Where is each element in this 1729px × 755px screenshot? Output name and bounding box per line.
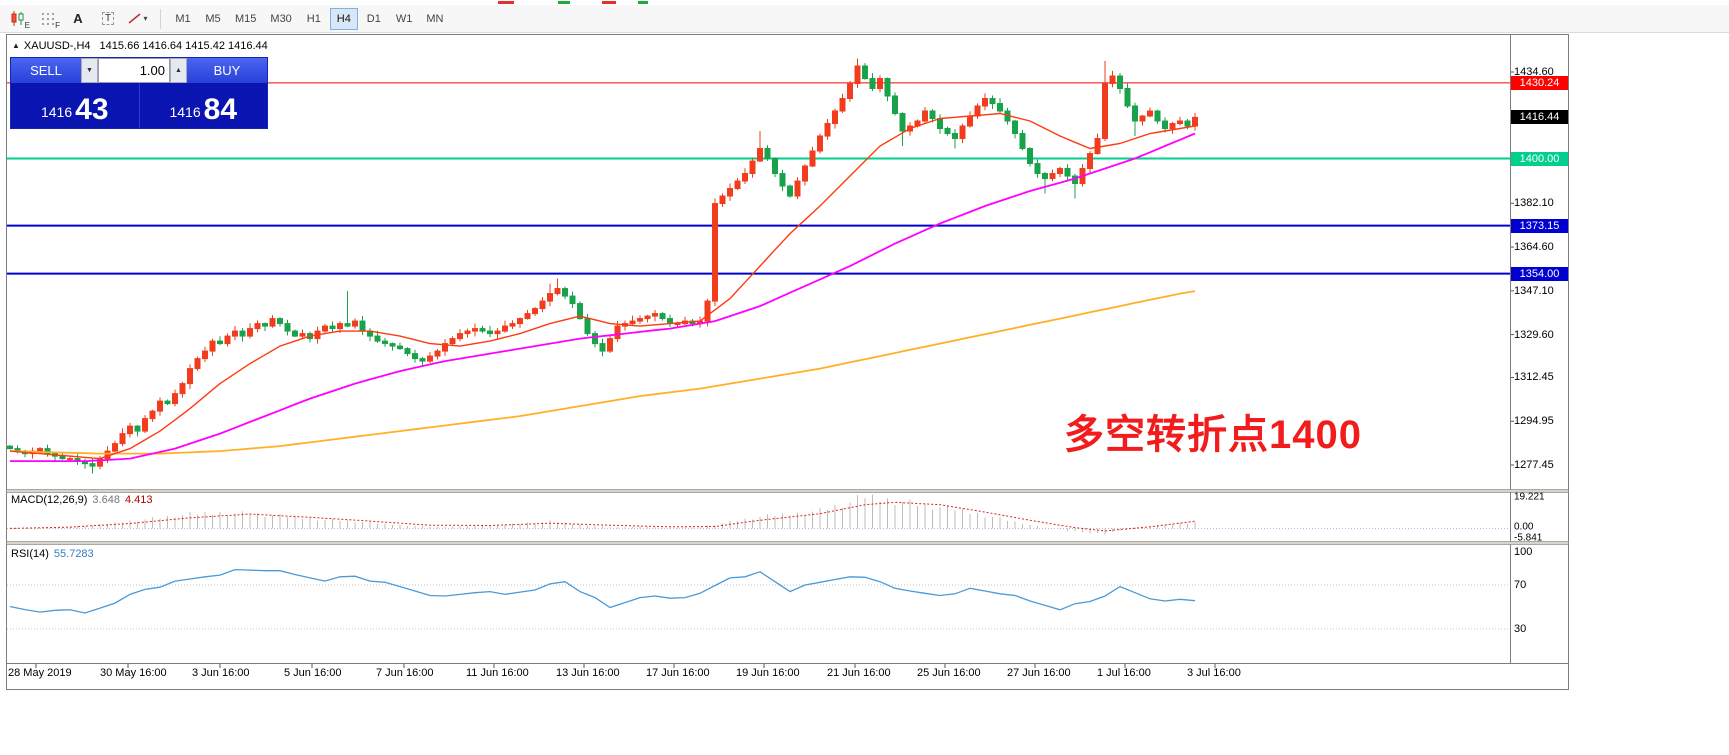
volume-increase-button[interactable]: ▲ bbox=[170, 58, 187, 83]
edge-mark bbox=[638, 1, 648, 4]
text-label-button[interactable]: A bbox=[64, 7, 92, 31]
toolbar-separator bbox=[160, 8, 161, 29]
chart-window-icon: ▲ bbox=[12, 41, 20, 50]
buy-price-display[interactable]: 1416 84 bbox=[138, 83, 268, 128]
chart-symbol-period: XAUUSD-,H4 bbox=[23, 40, 91, 52]
macd-signal-value: 4.413 bbox=[124, 494, 153, 506]
sell-price-pips: 43 bbox=[75, 93, 109, 126]
icon-sublabel: E bbox=[24, 20, 30, 30]
macd-histogram bbox=[9, 494, 1196, 535]
main-toolbar: E F A T ▾ M1 M5 M15 M30 H1 H4 D1 W1 MN bbox=[0, 5, 1729, 33]
chart-ohlc-values: 1415.66 1416.64 1415.42 1416.44 bbox=[99, 40, 268, 52]
rsi-indicator-label: RSI(14) 55.7283 bbox=[11, 548, 94, 560]
drawing-toolbar: E F A T ▾ bbox=[4, 7, 152, 31]
icon-sublabel: F bbox=[55, 20, 60, 30]
grid-icon bbox=[42, 12, 54, 25]
edge-mark bbox=[602, 1, 616, 4]
buy-button[interactable]: BUY bbox=[187, 58, 267, 83]
macd-label-text: MACD(12,26,9) bbox=[11, 494, 88, 506]
timeframe-button-m15[interactable]: M15 bbox=[229, 8, 262, 30]
timeframe-button-mn[interactable]: MN bbox=[420, 8, 449, 30]
ma-mid-line bbox=[10, 132, 1196, 463]
trendline-icon bbox=[129, 13, 141, 24]
timeframe-toolbar: M1 M5 M15 M30 H1 H4 D1 W1 MN bbox=[169, 7, 449, 30]
chart-annotation-text[interactable]: 多空转折点1400 bbox=[1064, 413, 1362, 457]
buy-price-pips: 84 bbox=[203, 93, 238, 126]
drawing-tools-button[interactable]: ▾ bbox=[124, 7, 152, 31]
macd-main-value: 3.648 bbox=[92, 494, 120, 506]
edge-mark bbox=[558, 1, 570, 4]
one-click-trading-widget: SELL ▼ ▲ BUY 1416 43 1416 84 bbox=[10, 57, 268, 129]
text-box-icon: T bbox=[101, 12, 115, 25]
buy-price-base: 1416 bbox=[169, 104, 201, 120]
rsi-line bbox=[9, 568, 1196, 614]
timeframe-button-m5[interactable]: M5 bbox=[199, 8, 227, 30]
timeframe-button-w1[interactable]: W1 bbox=[390, 8, 419, 30]
edge-mark bbox=[498, 1, 514, 4]
chart-title: ▲ XAUUSD-,H4 1415.66 1416.64 1415.42 1416.… bbox=[12, 40, 268, 52]
timeframe-button-m1[interactable]: M1 bbox=[169, 8, 197, 30]
ma-slow-line bbox=[9, 290, 1196, 455]
text-box-button[interactable]: T bbox=[94, 7, 122, 31]
sell-price-display[interactable]: 1416 43 bbox=[11, 83, 139, 128]
candlestick-mode-button[interactable]: E bbox=[4, 7, 32, 31]
rsi-value: 55.7283 bbox=[53, 548, 94, 560]
rsi-label-text: RSI(14) bbox=[11, 548, 49, 560]
sell-price-base: 1416 bbox=[40, 104, 73, 120]
grid-toggle-button[interactable]: F bbox=[34, 7, 62, 31]
sell-button[interactable]: SELL bbox=[11, 58, 81, 83]
macd-signal-line bbox=[9, 501, 1196, 532]
volume-input[interactable] bbox=[98, 58, 170, 83]
timeframe-button-h1[interactable]: H1 bbox=[300, 8, 328, 30]
text-label-icon: A bbox=[73, 11, 83, 26]
ma-fast-line bbox=[9, 112, 1196, 460]
volume-decrease-button[interactable]: ▼ bbox=[81, 58, 98, 83]
candlestick-icon bbox=[11, 10, 24, 26]
timeframe-button-d1[interactable]: D1 bbox=[360, 8, 388, 30]
timeframe-button-h4[interactable]: H4 bbox=[329, 7, 358, 30]
chevron-down-icon: ▾ bbox=[143, 14, 148, 23]
macd-indicator-label: MACD(12,26,9) 3.648 4.413 bbox=[11, 494, 152, 506]
timeframe-button-m30[interactable]: M30 bbox=[264, 8, 297, 30]
